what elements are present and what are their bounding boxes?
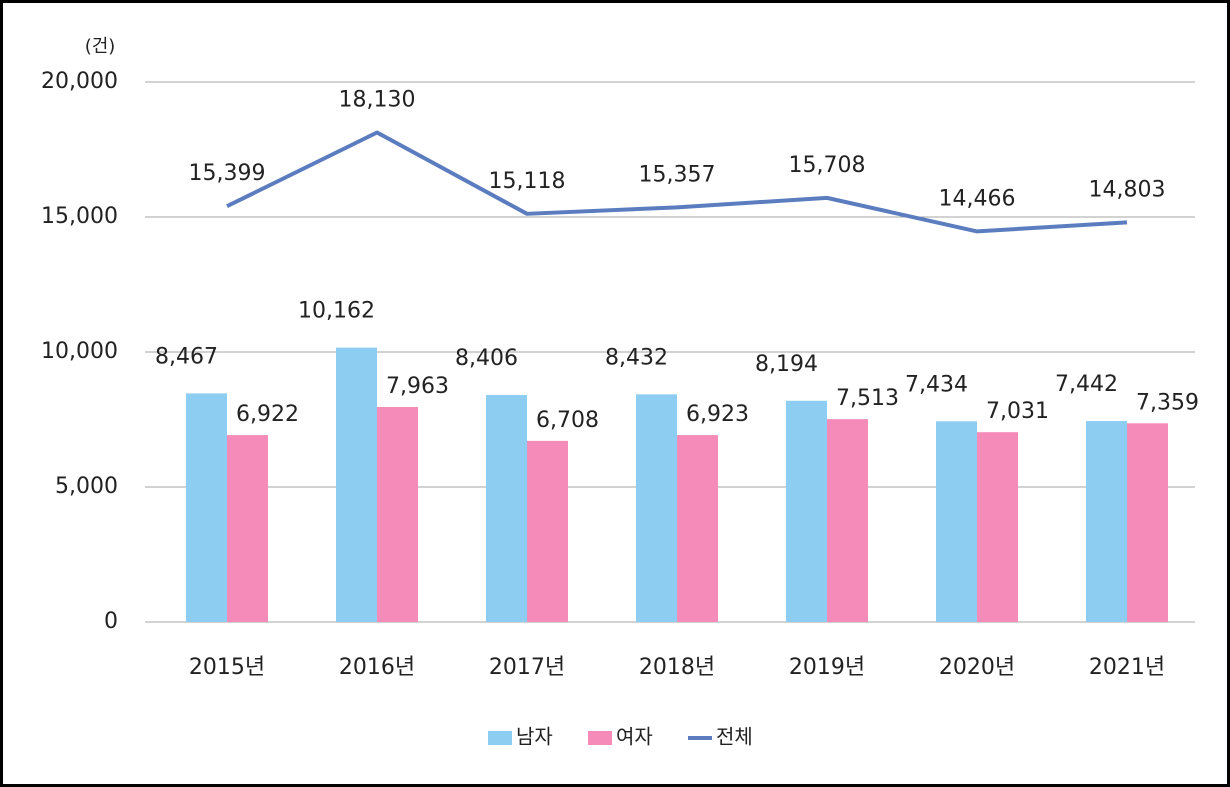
- data-label: 8,406: [455, 346, 518, 371]
- x-tick-label: 2020년: [939, 655, 1015, 680]
- bar: [486, 395, 527, 622]
- data-label: 14,803: [1089, 177, 1166, 202]
- x-tick-label: 2021년: [1089, 655, 1165, 680]
- bar: [636, 394, 677, 622]
- data-label: 15,118: [489, 169, 566, 194]
- legend-label: 여자: [616, 725, 653, 749]
- data-label: 8,194: [755, 352, 818, 377]
- data-label: 7,434: [905, 372, 968, 397]
- bar: [336, 347, 377, 622]
- data-label: 14,466: [939, 186, 1016, 211]
- bar: [227, 435, 268, 622]
- y-tick-label: 0: [104, 609, 118, 634]
- data-label: 15,357: [639, 162, 716, 187]
- y-axis-label: (건): [85, 36, 116, 57]
- bar: [786, 400, 827, 622]
- data-label: 15,708: [789, 153, 866, 178]
- bar: [677, 435, 718, 622]
- bar: [377, 406, 418, 622]
- data-label: 7,442: [1055, 372, 1118, 397]
- data-label: 8,432: [605, 345, 668, 370]
- x-tick-label: 2016년: [339, 655, 415, 680]
- x-tick-label: 2015년: [189, 655, 265, 680]
- data-label: 7,359: [1136, 390, 1199, 415]
- bar: [936, 421, 977, 622]
- x-tick-label: 2017년: [489, 655, 565, 680]
- data-label: 15,399: [189, 161, 266, 186]
- x-tick-label: 2018년: [639, 655, 715, 680]
- bar: [827, 419, 868, 622]
- data-label: 7,963: [386, 374, 449, 399]
- legend-swatch: [588, 731, 612, 745]
- data-label: 6,922: [236, 402, 299, 427]
- data-label: 10,162: [298, 299, 375, 324]
- data-label: 8,467: [155, 344, 218, 369]
- y-tick-label: 10,000: [41, 339, 118, 364]
- line: [226, 130, 1128, 234]
- data-label: 6,708: [536, 408, 599, 433]
- data-label: 7,031: [986, 399, 1049, 424]
- data-label: 18,130: [339, 87, 416, 112]
- y-tick-label: 20,000: [41, 69, 118, 94]
- legend-label: 남자: [516, 725, 553, 749]
- bar: [527, 440, 568, 622]
- y-tick-label: 15,000: [41, 204, 118, 229]
- bar: [1127, 423, 1168, 622]
- data-label: 7,513: [836, 386, 899, 411]
- y-tick-label: 5,000: [55, 474, 118, 499]
- bar: [186, 393, 227, 622]
- legend-swatch: [488, 731, 512, 745]
- legend-label: 전체: [716, 725, 753, 749]
- data-label: 6,923: [686, 402, 749, 427]
- bar: [977, 432, 1018, 622]
- bar: [1086, 421, 1127, 622]
- x-tick-label: 2019년: [789, 655, 865, 680]
